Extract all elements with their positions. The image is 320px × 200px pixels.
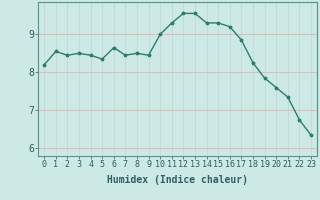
X-axis label: Humidex (Indice chaleur): Humidex (Indice chaleur) (107, 175, 248, 185)
